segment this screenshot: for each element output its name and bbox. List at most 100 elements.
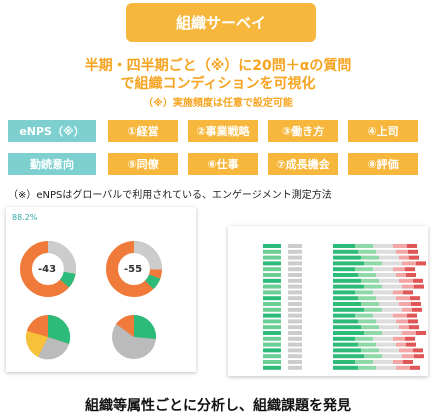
bar-mark: [263, 342, 281, 347]
stacked-bar-mark: [333, 267, 355, 272]
stacked-bar-mark: [396, 365, 410, 370]
stacked-bar-mark: [405, 336, 415, 341]
headline-note: （※）実施頻度は任意で設定可能: [143, 98, 293, 109]
stacked-bar-mark: [333, 313, 355, 318]
stacked-bar-mark: [355, 267, 373, 272]
stacked-bar-mark: [364, 354, 382, 359]
bar-mark: [263, 348, 281, 353]
bar-mark: [263, 307, 281, 312]
stacked-bar-mark: [358, 273, 376, 277]
stacked-bar-mark: [399, 348, 413, 353]
bar-mark: [288, 331, 302, 335]
stacked-bar-mark: [393, 244, 407, 248]
stacked-bar-mark: [333, 290, 355, 295]
bar-mark: [263, 284, 281, 289]
bar-mark: [288, 267, 302, 272]
stacked-bar-mark: [402, 354, 414, 359]
stacked-bar-mark: [333, 331, 364, 335]
stacked-bar-mark: [358, 296, 376, 301]
stacked-bar-mark: [361, 348, 379, 353]
bar-mark: [288, 313, 302, 318]
stacked-bar-mark: [408, 249, 418, 254]
stacked-bar-mark: [333, 325, 361, 330]
stacked-bar-mark: [393, 267, 405, 272]
bar-mark: [288, 348, 302, 353]
stacked-bar-mark: [403, 360, 413, 364]
stacked-bar-mark: [333, 244, 355, 248]
category-bars-graphic: [263, 244, 426, 370]
stacked-bar-mark: [379, 325, 399, 330]
stacked-bar-mark: [355, 244, 373, 248]
stacked-bar-mark: [379, 302, 399, 306]
stacked-bar-mark: [411, 302, 421, 306]
stacked-bar-mark: [408, 319, 418, 324]
stacked-bar-mark: [333, 319, 358, 324]
bar-mark: [288, 284, 302, 289]
stacked-bar-mark: [373, 360, 393, 364]
stacked-bar-mark: [364, 307, 382, 312]
stacked-bar-mark: [393, 290, 403, 295]
stacked-bar-mark: [409, 255, 419, 260]
survey-title: 組織サーベイ: [175, 14, 266, 32]
stacked-bar-mark: [405, 267, 415, 272]
bar-mark: [288, 354, 302, 359]
stacked-bar-mark: [414, 284, 424, 289]
category-cell: ⑦成長機会: [268, 153, 338, 175]
category-cell: ⑥仕事: [188, 153, 258, 175]
headline-line1: 半期・四半期ごと（※）に20問＋αの質問: [84, 58, 352, 74]
stacked-bar-mark: [416, 331, 426, 335]
stacked-bar-mark: [412, 307, 422, 312]
headline-line2: で組織コンディションを可視化: [120, 76, 316, 92]
bar-mark: [263, 261, 281, 266]
stacked-bar-mark: [379, 255, 399, 260]
stacked-bar-mark: [409, 325, 419, 330]
donut1-value: -43: [38, 264, 57, 275]
stacked-bar-mark: [379, 278, 399, 283]
bar-mark: [263, 365, 281, 370]
bar-mark: [263, 360, 281, 364]
retention-tag: 勤続意向: [8, 153, 96, 175]
bar-mark: [288, 278, 302, 283]
stacked-bar-mark: [396, 249, 408, 254]
bar-mark: [263, 249, 281, 254]
donut2-value: -55: [124, 264, 143, 275]
bar-mark: [288, 365, 302, 370]
stacked-bar-mark: [376, 365, 396, 370]
stacked-bar-mark: [333, 360, 355, 364]
stacked-bar-mark: [355, 290, 373, 295]
bar-mark: [263, 331, 281, 335]
stacked-bar-mark: [376, 249, 396, 254]
stacked-bar-mark: [364, 261, 382, 266]
stacked-bar-mark: [393, 313, 407, 318]
stacked-bar-mark: [333, 261, 364, 266]
survey-title-banner: 組織サーベイ: [126, 3, 316, 42]
stacked-bar-mark: [376, 342, 396, 347]
stacked-bar-mark: [355, 360, 373, 364]
stacked-bar-mark: [416, 261, 426, 266]
category-cell: ④上司: [348, 120, 418, 142]
stacked-bar-mark: [393, 336, 405, 341]
stacked-bar-mark: [355, 336, 373, 341]
stacked-bar-mark: [403, 290, 413, 295]
enps-score: 88.2%: [12, 213, 38, 222]
stacked-bar-mark: [379, 348, 399, 353]
enps-report-screenshot: 88.2% -43 -55: [6, 207, 196, 372]
stacked-bar-mark: [402, 284, 414, 289]
stacked-bar-mark: [414, 354, 424, 359]
stacked-bar-mark: [358, 342, 376, 347]
stacked-bar-mark: [355, 313, 373, 318]
stacked-bar-mark: [402, 331, 416, 335]
bar-mark: [263, 302, 281, 306]
stacked-bar-mark: [396, 273, 406, 277]
stacked-bar-mark: [402, 261, 416, 266]
bar-mark: [263, 313, 281, 318]
stacked-bar-mark: [407, 313, 417, 318]
stacked-bar-mark: [333, 278, 361, 283]
stacked-bar-mark: [373, 244, 393, 248]
stacked-bar-mark: [396, 342, 406, 347]
stacked-bar-mark: [376, 273, 396, 277]
stacked-bar-mark: [382, 284, 402, 289]
stacked-bar-mark: [333, 348, 361, 353]
stacked-bar-mark: [333, 342, 358, 347]
category-cell: ②事業戦略: [188, 120, 258, 142]
